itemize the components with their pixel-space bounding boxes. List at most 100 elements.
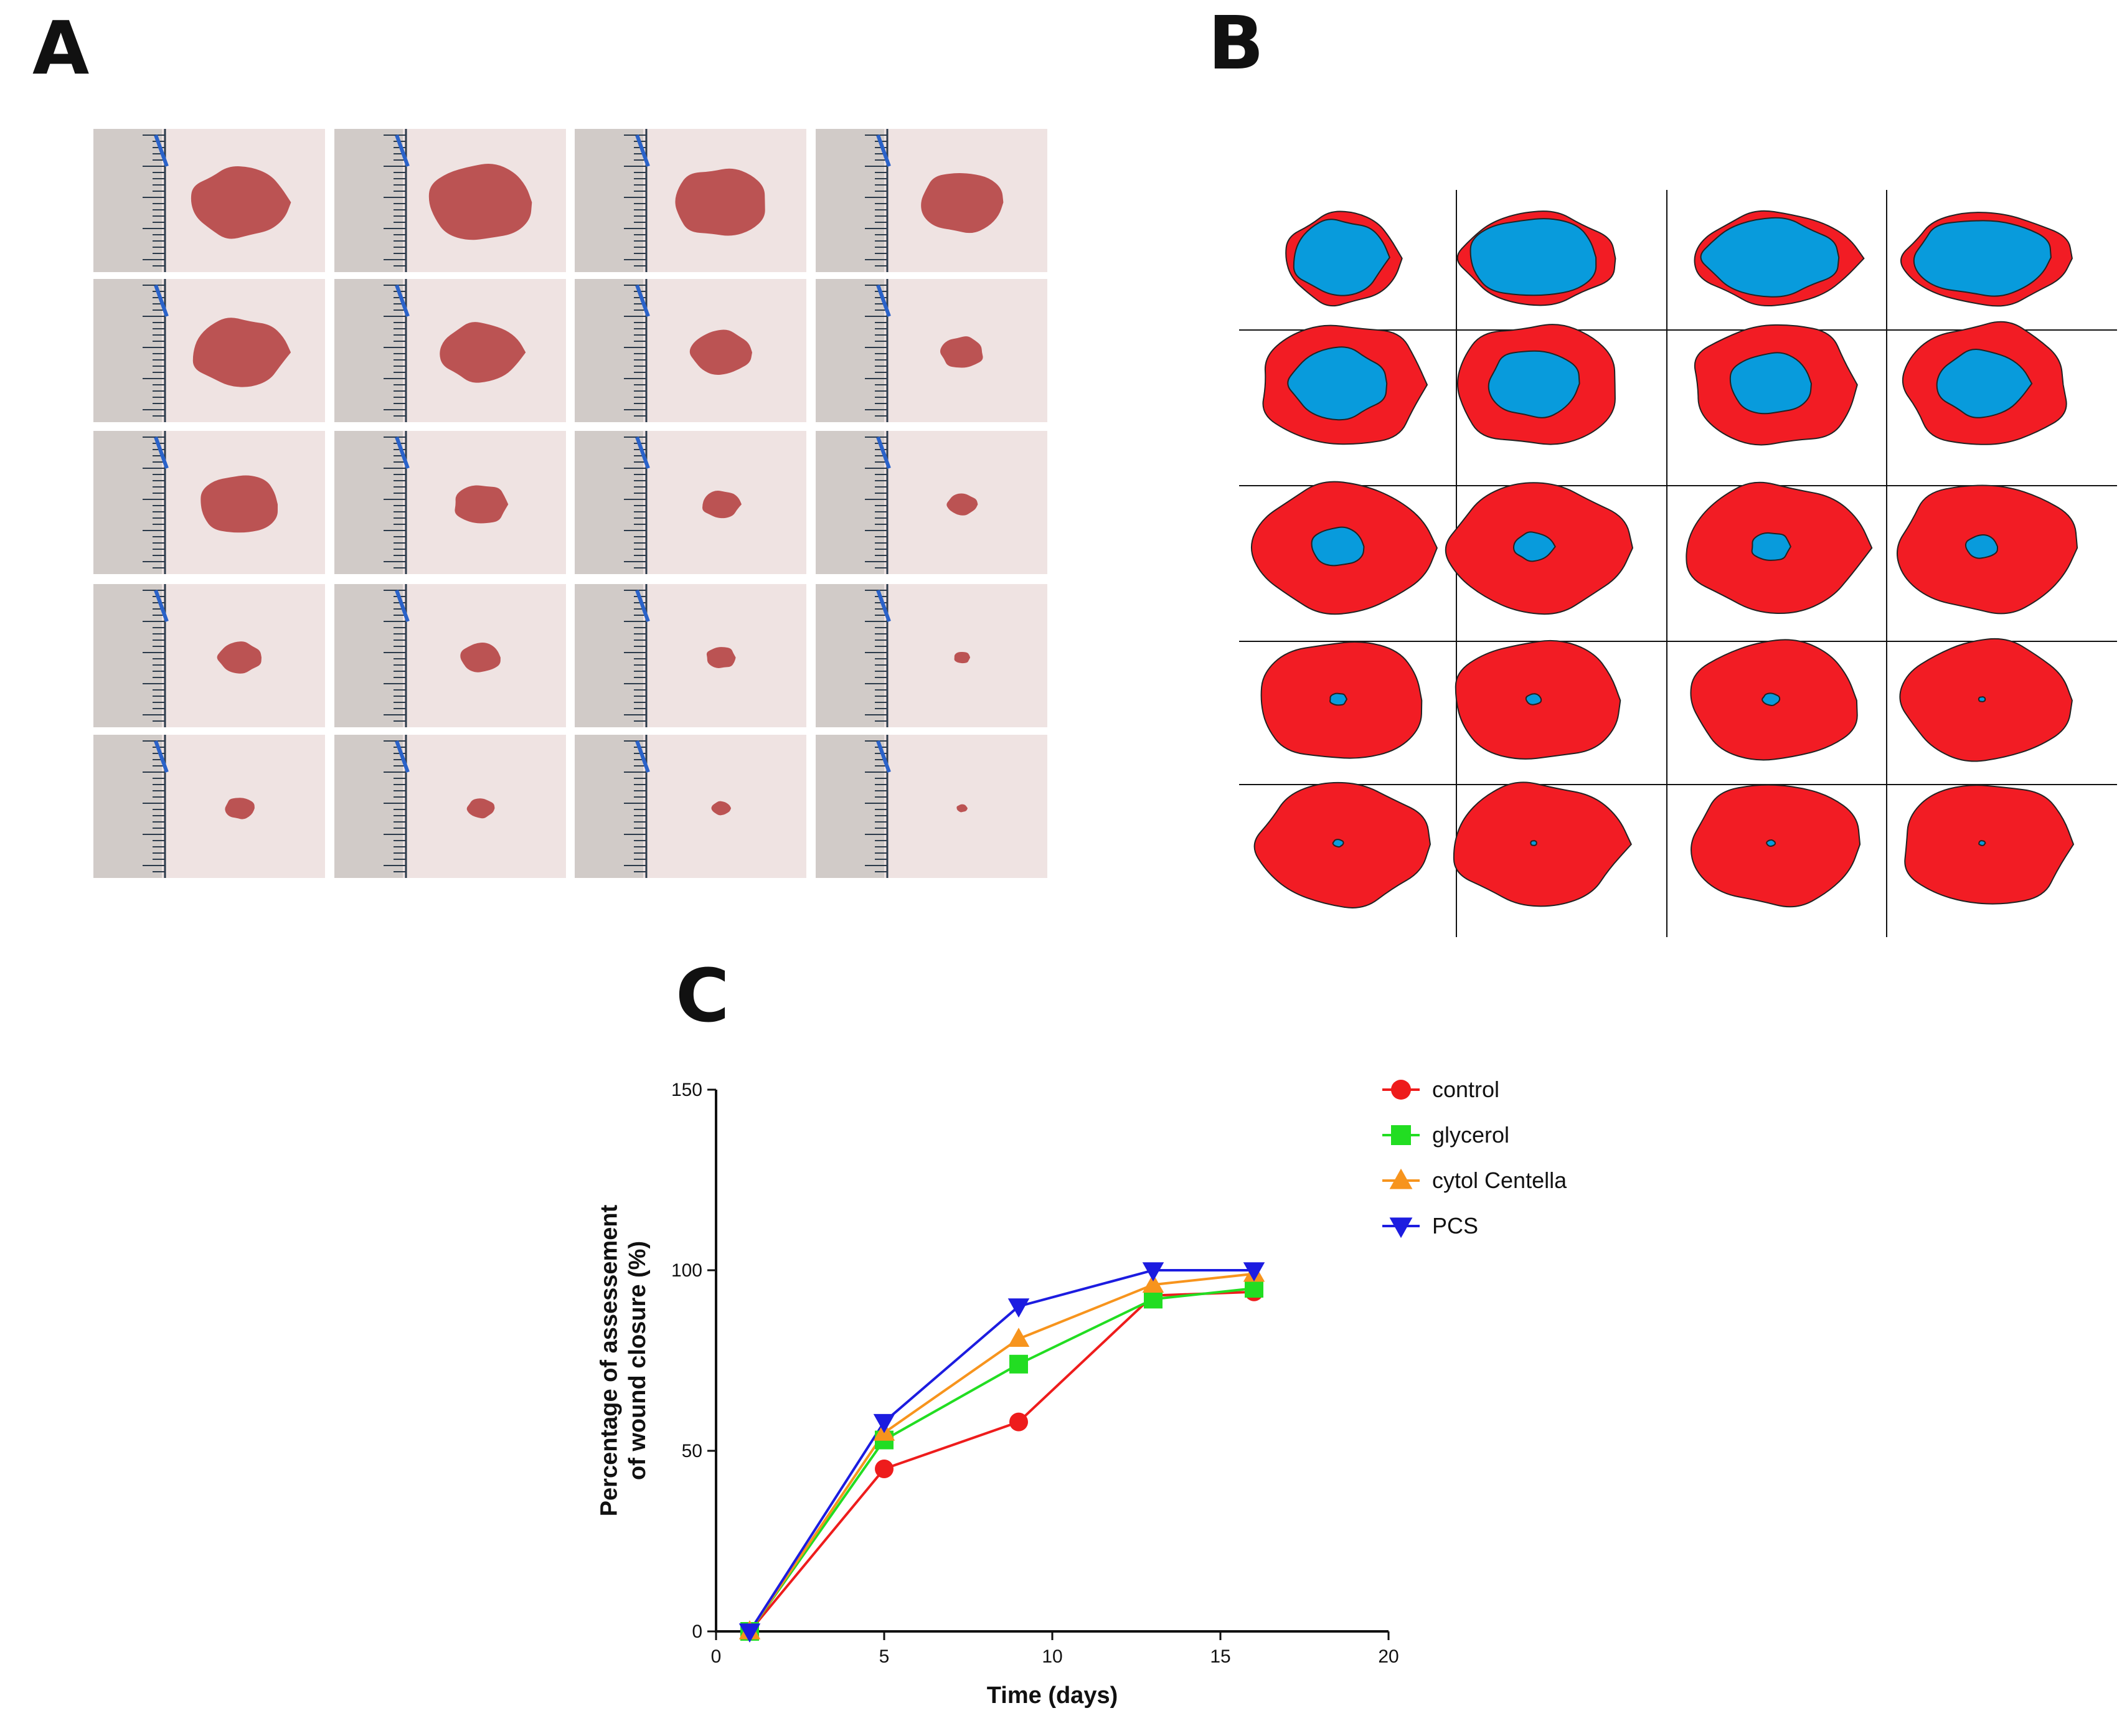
data-point [1144,1290,1163,1309]
open-wound-area [1978,696,1986,702]
x-tick-label: 0 [711,1646,722,1667]
x-tick-label: 5 [879,1646,890,1667]
ruler-icon [575,431,650,574]
open-wound-area [1469,218,1597,296]
wound-photo [334,279,566,422]
wound-photo [816,584,1047,727]
wound-spot [428,164,532,240]
panel-c-letter: C [676,953,730,1039]
wound-spot [956,804,968,813]
open-wound-area [1287,346,1388,421]
legend-marker [1389,1217,1413,1238]
wound-photo [93,279,325,422]
panel-a-letter: A [32,5,90,91]
wound-spot [946,493,978,516]
y-tick-label: 0 [692,1621,702,1642]
legend-marker [1391,1125,1411,1145]
healed-area [1453,781,1632,907]
open-wound-area [1488,350,1580,418]
wound-spot [711,801,732,816]
legend-label: glycerol [1432,1122,1509,1148]
series-line [748,1287,1255,1633]
data-point [738,1623,761,1643]
series-cytol-centella [748,1272,1255,1633]
wound-photo [334,129,566,272]
wound-photo [93,735,325,878]
series-control [748,1290,1255,1633]
ruler-icon [93,735,169,878]
x-tick-label: 15 [1210,1646,1230,1667]
wound-photo [93,584,325,727]
ruler-icon [816,431,891,574]
series-line [748,1269,1254,1633]
ruler-icon [334,279,410,422]
ruler-icon [816,735,891,878]
wound-spot [921,173,1004,234]
wound-photo [334,431,566,574]
wound-closure-chart: 0 50 100 150 0 5 10 15 20 Time (days) Percentage o… [597,1077,1568,1709]
wound-spot [954,651,971,664]
y-axis-title: Percentage of assessementof wound closur… [597,1204,651,1516]
wound-photo [816,279,1047,422]
ruler-icon [334,129,410,272]
healed-area [1899,638,2073,762]
open-wound-area [1964,534,1999,559]
wound-spot [940,336,983,368]
wound-photo [816,431,1047,574]
open-wound-area [1936,349,2033,418]
ruler-icon [816,279,891,422]
wound-spot [192,318,291,387]
wound-spot [702,490,742,519]
wound-spot [460,642,501,672]
series-line [748,1272,1255,1633]
data-point [1245,1279,1263,1298]
open-wound-area [1700,217,1840,298]
ruler-icon [816,129,891,272]
ruler-icon [93,431,169,574]
data-point [1007,1328,1030,1347]
wound-photo [575,129,806,272]
wound-photo [93,129,325,272]
wound-photo [334,584,566,727]
ruler-icon [575,129,650,272]
wound-photo [334,735,566,878]
ruler-icon [93,584,169,727]
legend-item: control [1382,1077,1499,1102]
data-point [875,1460,894,1478]
data-point [1142,1262,1164,1281]
open-wound-area [1761,692,1781,707]
legend-label: cytol Centella [1432,1168,1567,1193]
y-tick-label: 100 [671,1260,702,1281]
panel-b-letter: B [1208,0,1264,86]
ruler-icon [575,279,650,422]
wound-spot [200,475,278,533]
legend-item: glycerol [1382,1122,1509,1148]
series-glycerol [748,1287,1255,1633]
data-point [1007,1298,1030,1318]
legend-label: control [1432,1077,1499,1102]
legend-item: cytol Centella [1382,1168,1567,1193]
wound-spot [455,485,509,524]
data-point [1243,1262,1265,1281]
ruler-icon [93,129,169,272]
wound-photo [816,735,1047,878]
open-wound-area [1729,352,1813,415]
data-point [873,1413,895,1433]
open-wound-area [1766,839,1776,847]
open-wound-area [1332,839,1344,848]
ruler-icon [334,735,410,878]
x-tick-label: 10 [1042,1646,1062,1667]
open-wound-area [1311,526,1365,567]
ruler-icon [334,584,410,727]
open-wound-area [1751,532,1792,561]
x-tick-label: 20 [1378,1646,1398,1667]
open-wound-area [1293,219,1390,296]
wound-photo [575,431,806,574]
wound-photo [575,279,806,422]
wound-spot [706,647,736,668]
open-wound-area [1525,693,1542,705]
wound-spot [191,166,291,239]
healed-area [1904,785,2075,905]
data-point [1142,1273,1164,1293]
legend-marker [1389,1168,1413,1189]
